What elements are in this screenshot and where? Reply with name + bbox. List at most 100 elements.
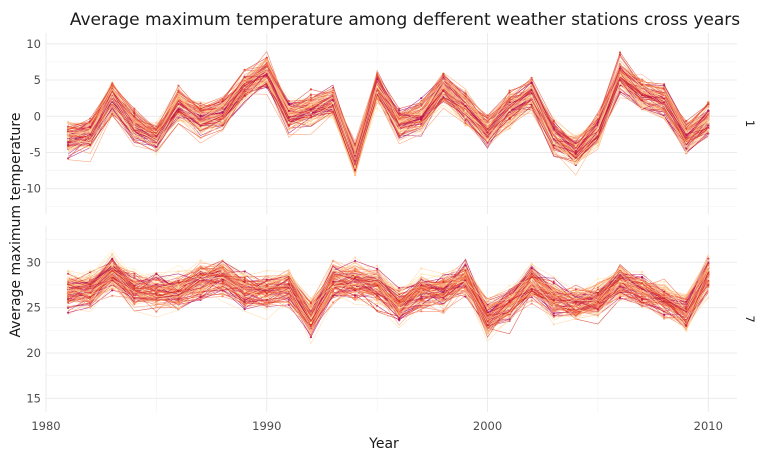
station-point (596, 313, 600, 316)
station-point (265, 72, 268, 75)
station-point (199, 111, 202, 114)
station-point (574, 301, 577, 304)
station-line (68, 273, 709, 317)
station-point (530, 263, 533, 266)
station-point (398, 312, 401, 316)
station-point (243, 308, 246, 311)
station-point (376, 286, 379, 289)
station-point (685, 136, 688, 139)
station-point (442, 100, 445, 104)
station-point (442, 74, 445, 77)
station-point (420, 310, 423, 313)
station-point (685, 310, 688, 313)
station-line (68, 253, 709, 316)
station-point (618, 280, 622, 283)
station-point (155, 286, 158, 290)
station-line (68, 269, 709, 330)
station-point (331, 259, 335, 262)
station-point (221, 280, 224, 283)
station-point (133, 133, 136, 137)
station-point (574, 162, 577, 165)
station-point (398, 134, 401, 137)
station-point (309, 321, 313, 324)
station-point (376, 269, 379, 272)
station-point (331, 98, 335, 101)
station-point (243, 84, 246, 87)
y-tick-label: -10 (22, 182, 41, 196)
station-point (155, 281, 158, 284)
station-point (66, 125, 70, 128)
station-point (376, 91, 379, 94)
station-point (508, 89, 511, 92)
station-point (155, 143, 158, 147)
station-point (398, 311, 401, 314)
station-point (66, 143, 70, 146)
station-point (596, 115, 600, 119)
station-point (640, 275, 644, 279)
station-point (243, 292, 246, 296)
station-point (111, 263, 114, 267)
station-line (67, 65, 709, 162)
station-point (66, 298, 70, 301)
station-point (133, 109, 136, 112)
station-point (640, 90, 644, 93)
station-point (663, 101, 666, 104)
station-point (155, 292, 158, 295)
station-point (596, 306, 600, 309)
station-point (530, 76, 533, 79)
station-point (552, 142, 555, 145)
station-point (309, 88, 313, 91)
station-point (663, 286, 666, 289)
station-point (155, 153, 158, 156)
station-point (353, 268, 357, 271)
station-point (508, 117, 511, 120)
station-point (464, 124, 467, 127)
station-point (420, 101, 423, 104)
station-point (221, 120, 224, 123)
station-point (111, 84, 114, 87)
station-point (464, 112, 467, 115)
station-point (574, 288, 577, 291)
station-point (66, 295, 70, 298)
station-point (89, 278, 92, 282)
station-point (707, 120, 710, 123)
station-point (618, 81, 622, 84)
station-point (707, 124, 710, 127)
station-point (398, 319, 401, 322)
station-point (287, 124, 290, 127)
station-point (530, 296, 533, 299)
station-line (67, 249, 709, 311)
station-point (618, 74, 622, 77)
station-point (685, 307, 688, 310)
station-point (640, 270, 644, 273)
station-point (221, 293, 224, 296)
station-point (398, 288, 401, 291)
station-point (133, 121, 136, 124)
station-point (89, 301, 92, 304)
station-point (353, 142, 357, 146)
station-point (155, 128, 158, 131)
station-point (640, 284, 644, 287)
station-point (66, 306, 70, 309)
station-line (68, 264, 709, 320)
station-point (552, 289, 555, 292)
station-point (707, 283, 710, 287)
panels: 10 5 0 -5 -10 1 30 25 20 15 7 1980 1990 2000 2010 (22, 33, 757, 433)
station-point (442, 272, 445, 275)
station-point (663, 116, 666, 119)
station-point (398, 293, 401, 296)
station-point (685, 297, 688, 300)
station-point (707, 281, 710, 284)
station-point (486, 299, 489, 302)
station-point (133, 287, 136, 290)
station-point (177, 284, 180, 287)
station-point (420, 303, 423, 306)
station-point (685, 145, 688, 148)
station-point (243, 304, 246, 307)
station-point (618, 285, 622, 288)
station-point (133, 301, 136, 304)
station-point (309, 93, 313, 97)
station-point (685, 120, 688, 123)
station-point (442, 308, 445, 311)
station-line (67, 260, 709, 324)
